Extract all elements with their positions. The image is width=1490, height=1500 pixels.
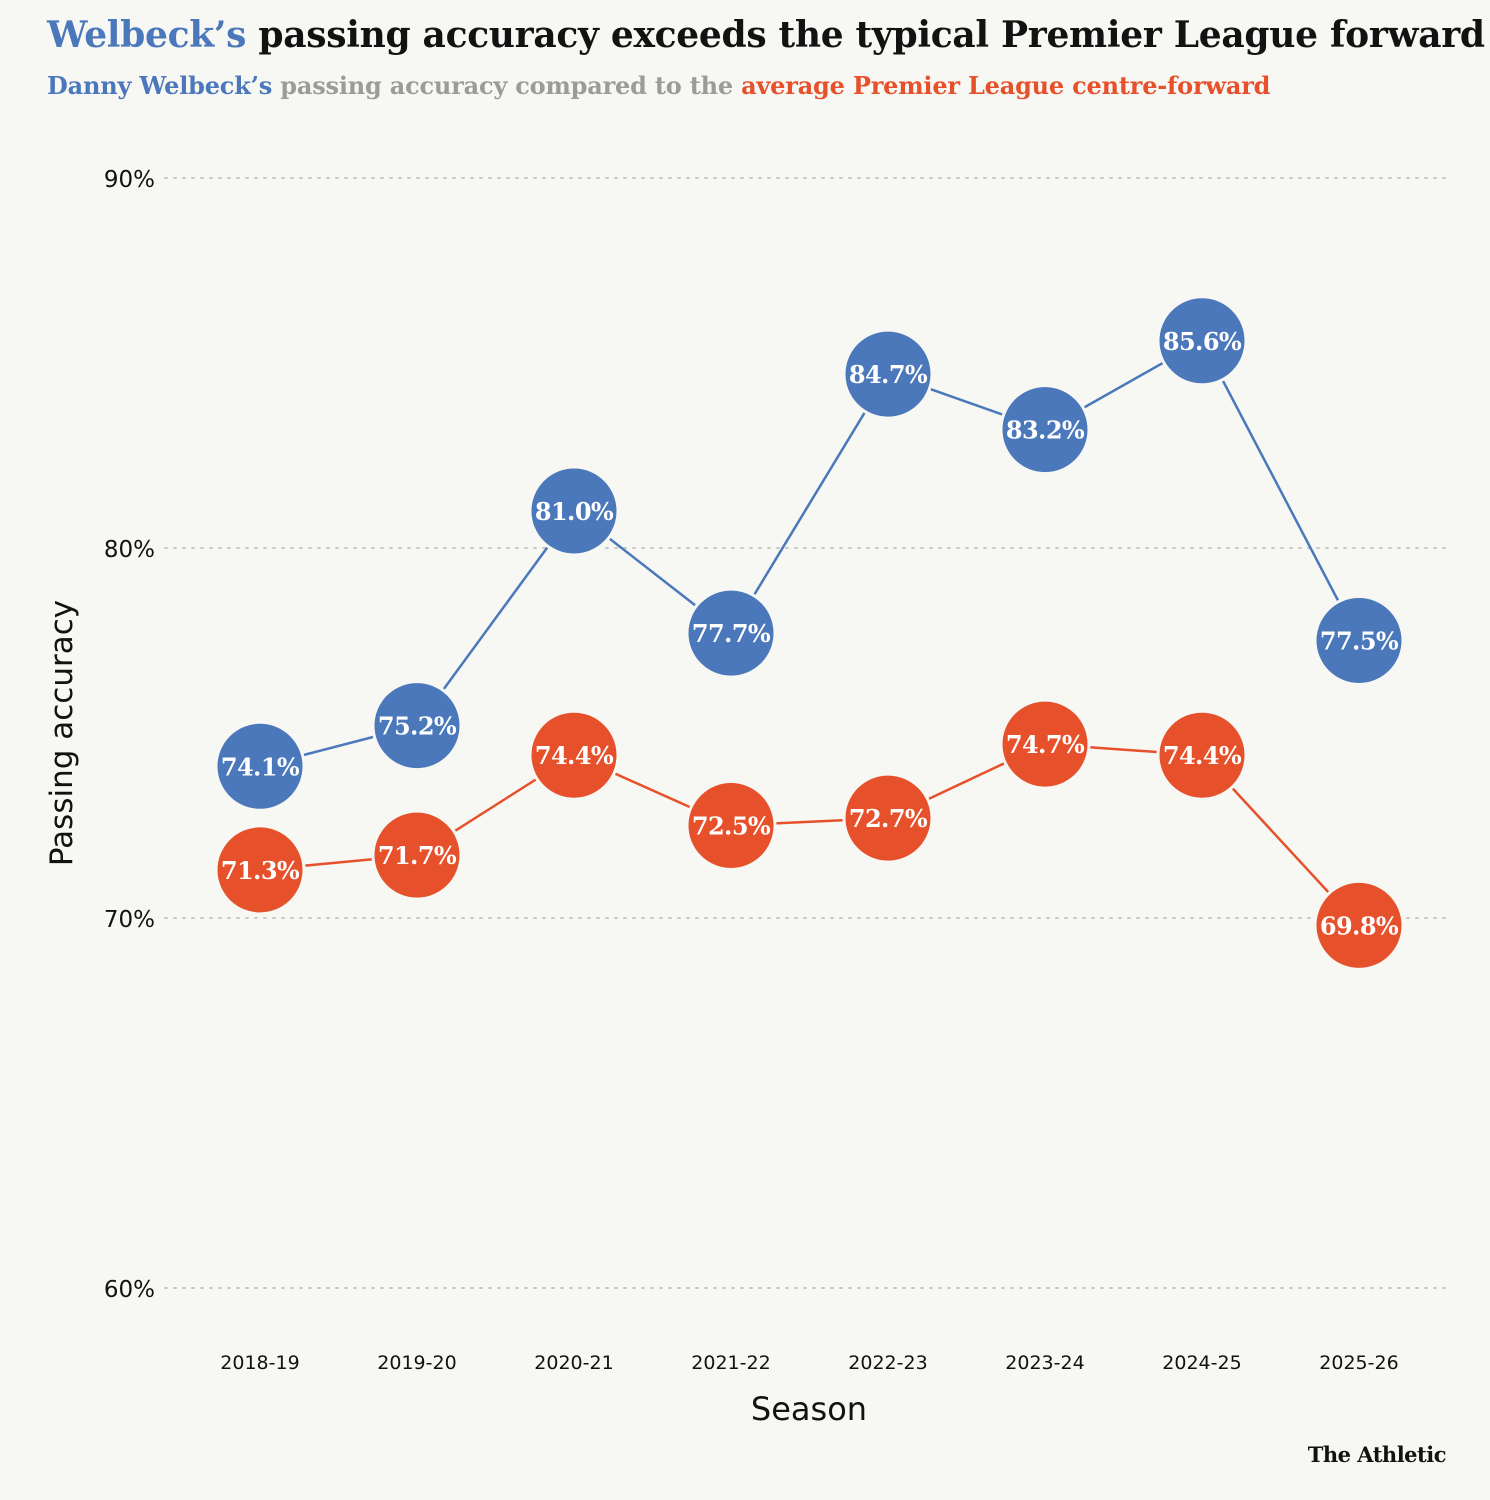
point-welbeck	[999, 384, 1091, 476]
point-average	[1156, 709, 1248, 801]
x-tick-label: 2022-23	[848, 1352, 927, 1374]
data-label-average: 74.7%	[1006, 730, 1085, 759]
x-tick-label: 2021-22	[691, 1352, 770, 1374]
x-axis-ticks: 2018-19 2019-20 2020-21 2021-22 2022-23 2023-…	[220, 1352, 1398, 1374]
gridlines	[164, 177, 1453, 1289]
data-label-welbeck: 74.1%	[221, 752, 300, 781]
data-label-average: 71.3%	[221, 856, 300, 885]
data-label-average: 74.4%	[1163, 741, 1242, 770]
point-welbeck	[371, 680, 463, 772]
data-label-average: 74.4%	[535, 741, 614, 770]
series-welbeck-segment	[729, 373, 890, 634]
point-welbeck	[842, 328, 934, 420]
data-label-average: 72.7%	[849, 804, 928, 833]
point-average	[371, 809, 463, 901]
data-label-welbeck: 83.2%	[1006, 416, 1085, 445]
data-label-welbeck: 81.0%	[535, 497, 614, 526]
y-tick-label: 80%	[104, 537, 155, 563]
data-label-welbeck: 75.2%	[378, 712, 457, 741]
x-tick-label: 2019-20	[377, 1352, 456, 1374]
data-label-welbeck: 84.7%	[849, 360, 928, 389]
y-tick-label: 60%	[104, 1277, 155, 1303]
subtitle-average: average Premier League centre-forward	[741, 71, 1271, 100]
point-welbeck	[685, 587, 777, 679]
data-label-welbeck: 77.7%	[692, 619, 771, 648]
point-average	[1313, 879, 1405, 971]
x-tick-label: 2024-25	[1162, 1352, 1241, 1374]
point-average	[999, 698, 1091, 790]
data-label-average: 69.8%	[1320, 911, 1399, 940]
x-tick-label: 2020-21	[534, 1352, 613, 1374]
series-points: 74.1% 75.2% 81.0% 77.7% 84.7% 83.2% 85.6% 77.5%…	[214, 295, 1405, 971]
y-tick-label: 90%	[104, 167, 155, 193]
y-tick-label: 70%	[104, 907, 155, 933]
point-average	[214, 824, 306, 916]
point-average	[685, 780, 777, 871]
data-label-average: 72.5%	[692, 812, 771, 841]
x-tick-label: 2018-19	[220, 1352, 299, 1374]
y-axis-ticks: 60% 70% 80% 90%	[104, 167, 155, 1303]
point-average	[842, 772, 934, 864]
data-label-welbeck: 77.5%	[1320, 627, 1399, 656]
x-tick-label: 2025-26	[1319, 1352, 1398, 1374]
point-average	[528, 709, 620, 801]
subtitle-welbeck: Danny Welbeck’s	[47, 71, 273, 100]
source-credit: The Athletic	[1307, 1442, 1447, 1467]
title-rest: passing accuracy exceeds the typical Pre…	[246, 14, 1485, 56]
x-axis-label: Season	[751, 1390, 867, 1428]
title-highlight: Welbeck’s	[47, 14, 247, 56]
data-label-welbeck: 85.6%	[1163, 327, 1242, 356]
x-tick-label: 2023-24	[1005, 1352, 1084, 1374]
subtitle-middle: passing accuracy compared to the	[272, 71, 742, 100]
chart-subtitle: Danny Welbeck’s passing accuracy compare…	[47, 71, 1270, 100]
y-axis-label: Passing accuracy	[44, 600, 80, 866]
data-label-average: 71.7%	[378, 841, 457, 870]
series-welbeck-segment	[1200, 340, 1361, 642]
point-welbeck	[1156, 295, 1248, 387]
point-welbeck	[214, 720, 306, 812]
chart-title: Welbeck’s passing accuracy exceeds the t…	[47, 14, 1485, 56]
point-welbeck	[1313, 595, 1405, 686]
point-welbeck	[528, 465, 620, 557]
